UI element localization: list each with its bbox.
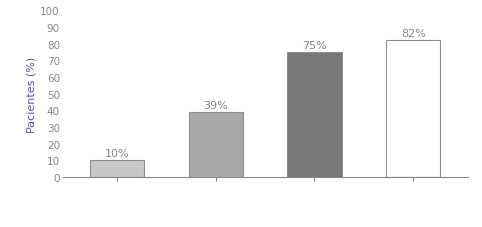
Text: 75%: 75% (302, 41, 327, 51)
Bar (188, 112, 243, 177)
Text: 39%: 39% (203, 101, 228, 111)
Text: 82%: 82% (401, 29, 426, 39)
Text: 10%: 10% (105, 148, 129, 158)
Bar (287, 53, 342, 177)
Bar (90, 160, 144, 177)
Y-axis label: Pacientes (%): Pacientes (%) (26, 56, 36, 132)
Bar (386, 41, 441, 177)
